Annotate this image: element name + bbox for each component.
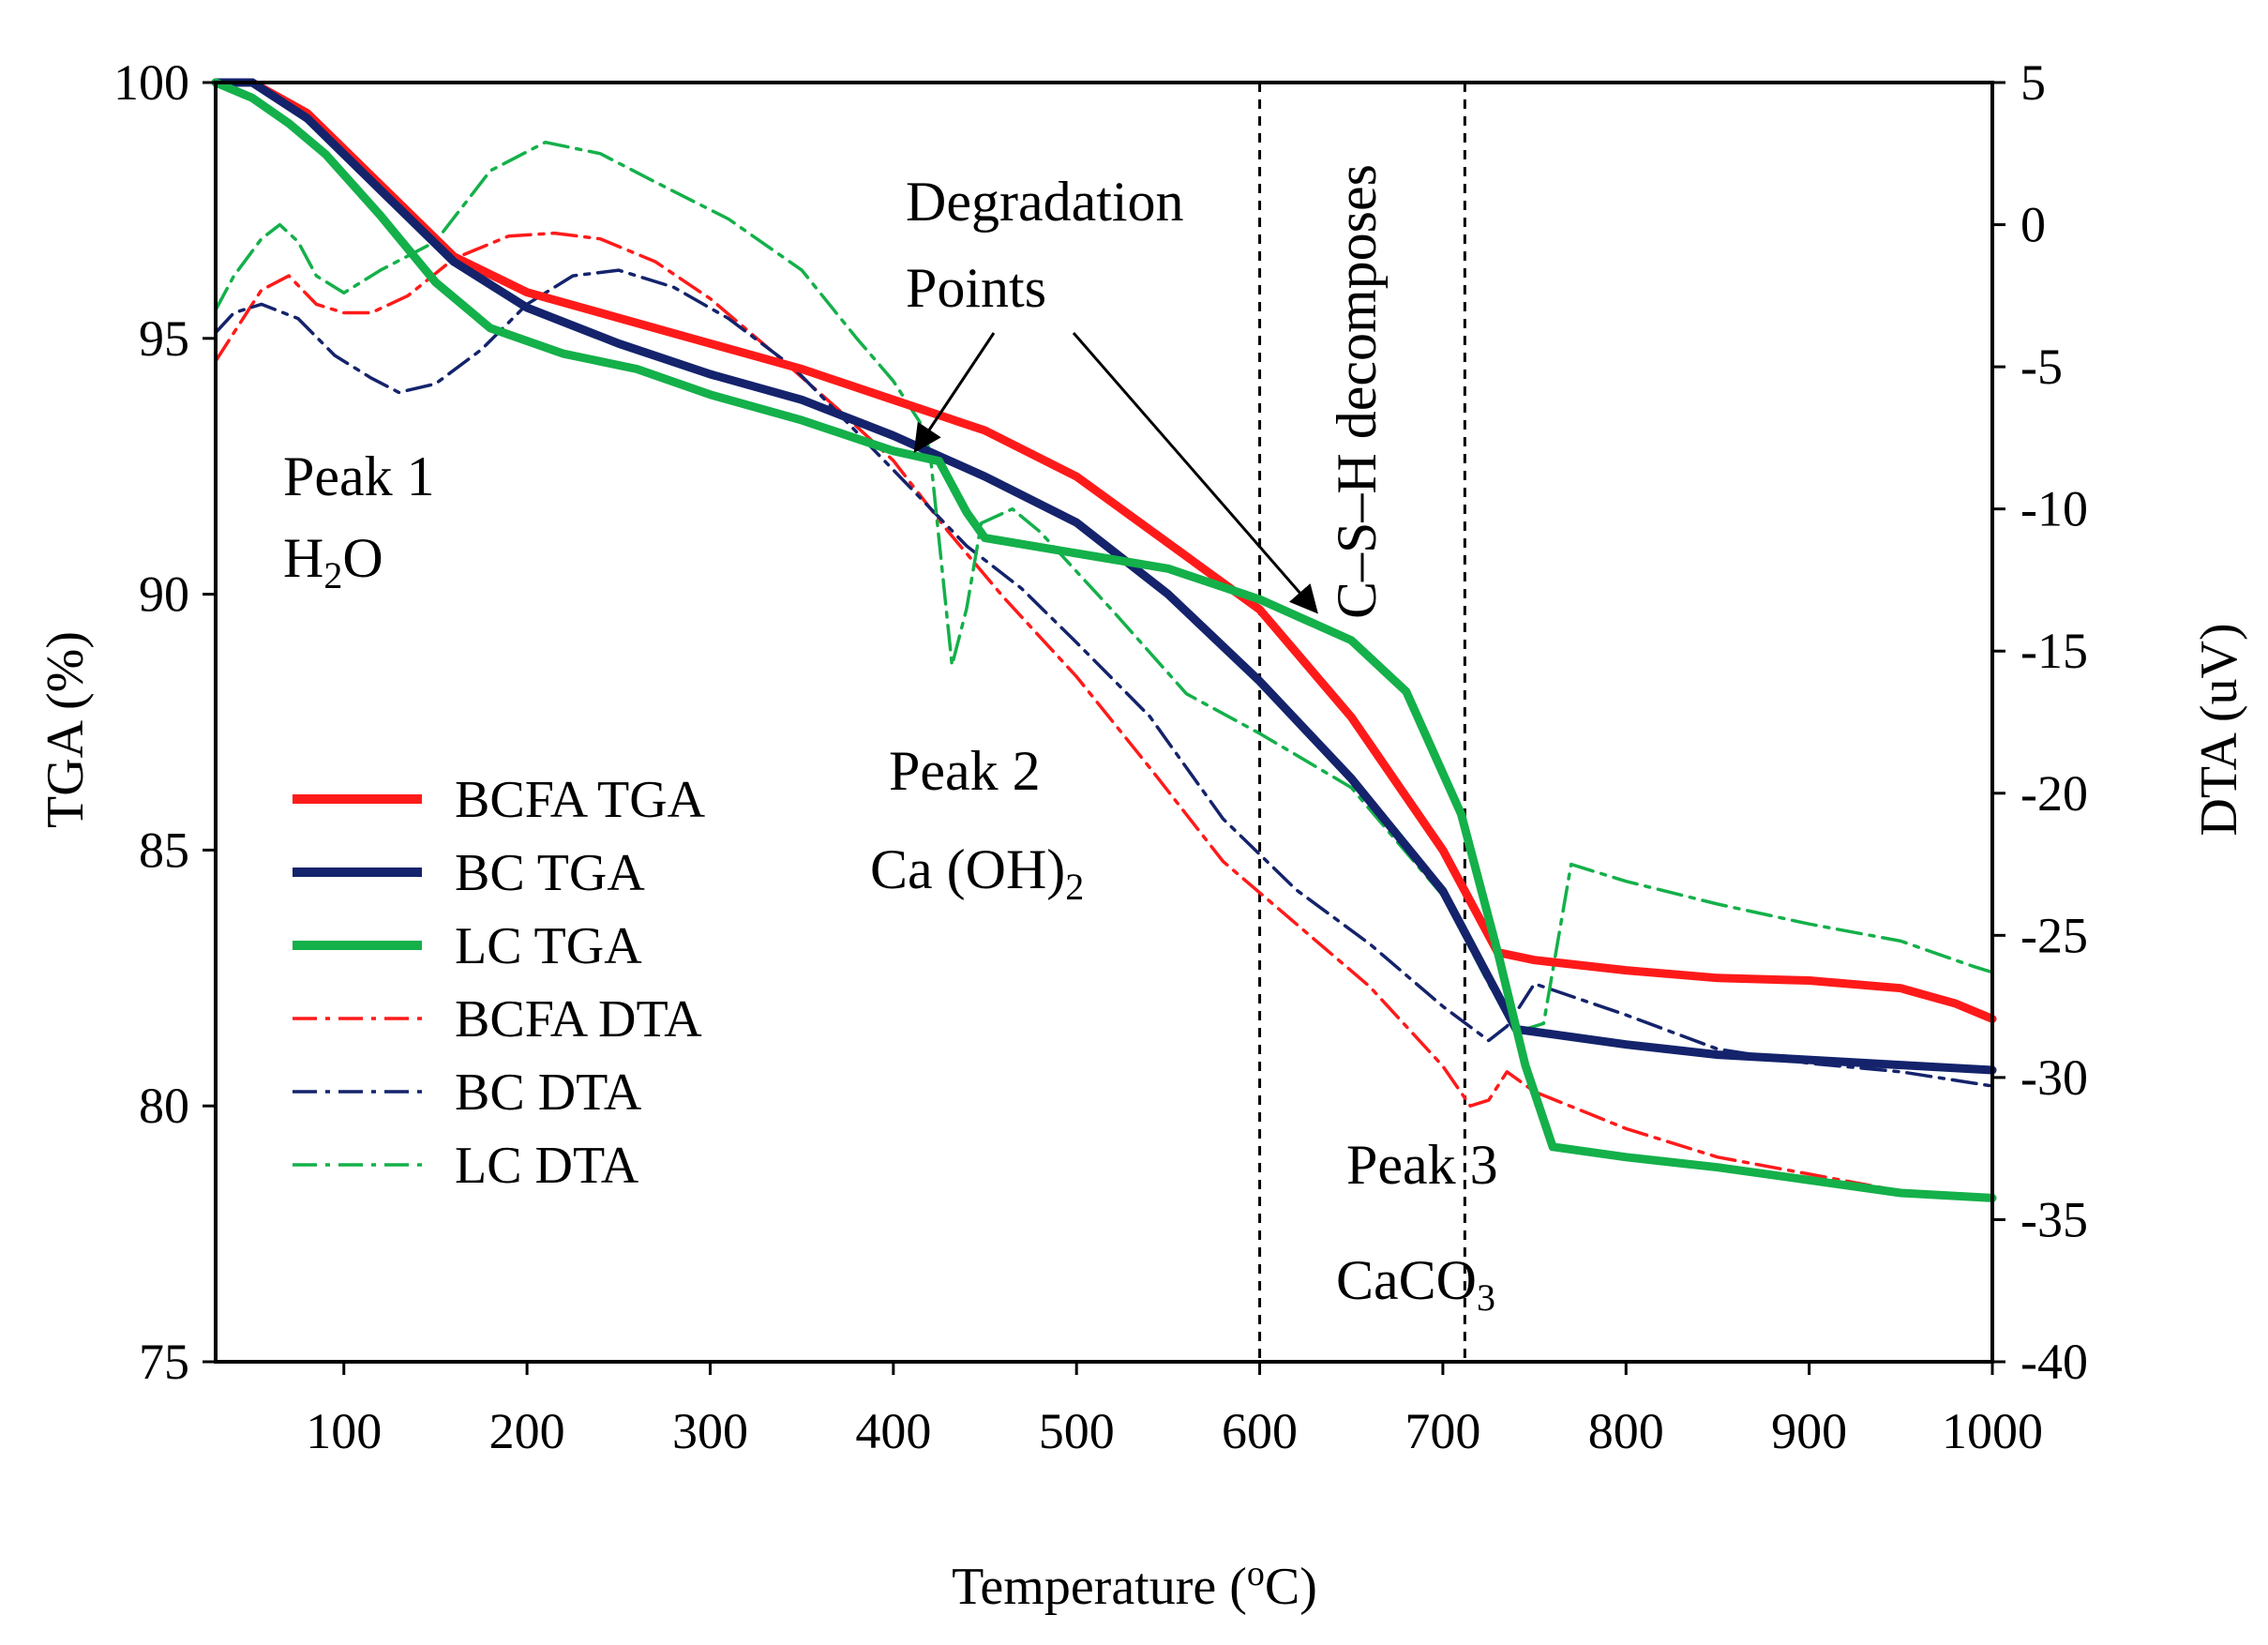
series-lc-dta [214, 140, 1994, 1034]
x-axis-title-main: Temperature ( [952, 1558, 1247, 1616]
annotation-points: Points [906, 257, 1046, 319]
y-left-tick-label-95: 95 [139, 310, 189, 367]
degradation-arrow-2 [1072, 332, 1318, 614]
annotation-caco3-sub: 3 [1477, 1276, 1495, 1319]
plot-frame [214, 81, 1994, 1364]
x-tick-label-600: 600 [1222, 1403, 1298, 1459]
x-tick-label-300: 300 [672, 1403, 748, 1459]
annotation-caoh: Ca (OH) [870, 838, 1065, 900]
annotation-peak-3-caco3: CaCO3 [1336, 1249, 1495, 1319]
y-right-tick-label--15: -15 [2020, 623, 2088, 679]
degradation-arrow-1 [913, 332, 996, 453]
vertical-marker-lines [1258, 83, 1466, 1362]
y-right-tick-label-5: 5 [2020, 54, 2046, 111]
y-right-tick-label--10: -10 [2020, 481, 2088, 537]
annotation-h: H [283, 527, 323, 589]
y-left-axis-ticks: 75 80 85 90 95 100 [113, 54, 216, 1390]
legend-label-bc-dta: BC DTA [455, 1064, 642, 1122]
annotation-caco: CaCO [1336, 1249, 1477, 1311]
annotation-h2o-sub: 2 [323, 554, 342, 596]
series-bc-dta [214, 268, 1994, 1088]
y-right-tick-label-0: 0 [2020, 197, 2046, 253]
y-left-tick-label-75: 75 [139, 1334, 189, 1390]
series-bc-tga [211, 78, 1997, 1075]
y-right-axis-ticks: -40 -35 -30 -25 -20 -15 -10 -5 0 5 [1992, 54, 2088, 1390]
y-right-tick-label--25: -25 [2020, 907, 2088, 963]
x-tick-label-800: 800 [1588, 1403, 1664, 1459]
x-axis-title-sup: o [1247, 1554, 1265, 1593]
legend-label-lc-dta: LC DTA [455, 1137, 639, 1195]
y-right-tick-label--40: -40 [2020, 1334, 2088, 1390]
legend-label-bcfa-tga: BCFA TGA [455, 771, 706, 829]
y-left-axis-title: TGA (%) [37, 631, 95, 828]
annotation-degradation: Degradation [906, 171, 1184, 233]
x-tick-label-400: 400 [855, 1403, 931, 1459]
legend: BCFA TGA BC TGA LC TGA BCFA DTA BC DTA LC DTA [293, 771, 706, 1195]
x-tick-label-1000: 1000 [1942, 1403, 2043, 1459]
series-layer [211, 78, 1997, 1202]
y-left-tick-label-85: 85 [139, 822, 189, 878]
y-right-tick-label--5: -5 [2020, 339, 2063, 395]
annotation-peak-2-caoh2: Ca (OH)2 [870, 838, 1084, 908]
x-tick-label-900: 900 [1771, 1403, 1847, 1459]
legend-label-lc-tga: LC TGA [455, 917, 642, 975]
x-tick-label-500: 500 [1039, 1403, 1115, 1459]
annotation-peak-3: Peak 3 [1346, 1134, 1498, 1196]
x-tick-label-700: 700 [1404, 1403, 1480, 1459]
y-right-axis-title: DTA (uV) [2190, 623, 2248, 836]
annotation-o: O [342, 527, 383, 589]
y-right-tick-label--20: -20 [2020, 765, 2088, 822]
y-left-tick-label-100: 100 [113, 54, 189, 111]
series-lc-tga [211, 78, 1997, 1202]
x-tick-label-200: 200 [489, 1403, 565, 1459]
annotation-peak-1: Peak 1 [283, 445, 435, 507]
y-right-tick-label--35: -35 [2020, 1191, 2088, 1247]
annotation-peak-2: Peak 2 [889, 740, 1041, 802]
annotation-caoh2-sub: 2 [1065, 866, 1084, 908]
x-tick-label-100: 100 [306, 1403, 382, 1459]
legend-label-bc-tga: BC TGA [455, 844, 645, 902]
y-left-tick-label-80: 80 [139, 1078, 189, 1134]
y-left-tick-label-90: 90 [139, 566, 189, 623]
legend-label-bcfa-dta: BCFA DTA [455, 990, 702, 1049]
x-axis-ticks: 100 200 300 400 500 600 700 800 900 1000 [306, 1362, 2043, 1459]
y-right-tick-label--30: -30 [2020, 1049, 2088, 1106]
annotation-csh-decomposes: C–S–H decomposes [1326, 164, 1388, 619]
x-axis-title-end: C) [1265, 1558, 1317, 1616]
annotation-peak-1-h2o: H2O [283, 527, 383, 596]
x-axis-title: Temperature (oC) [952, 1554, 1317, 1616]
